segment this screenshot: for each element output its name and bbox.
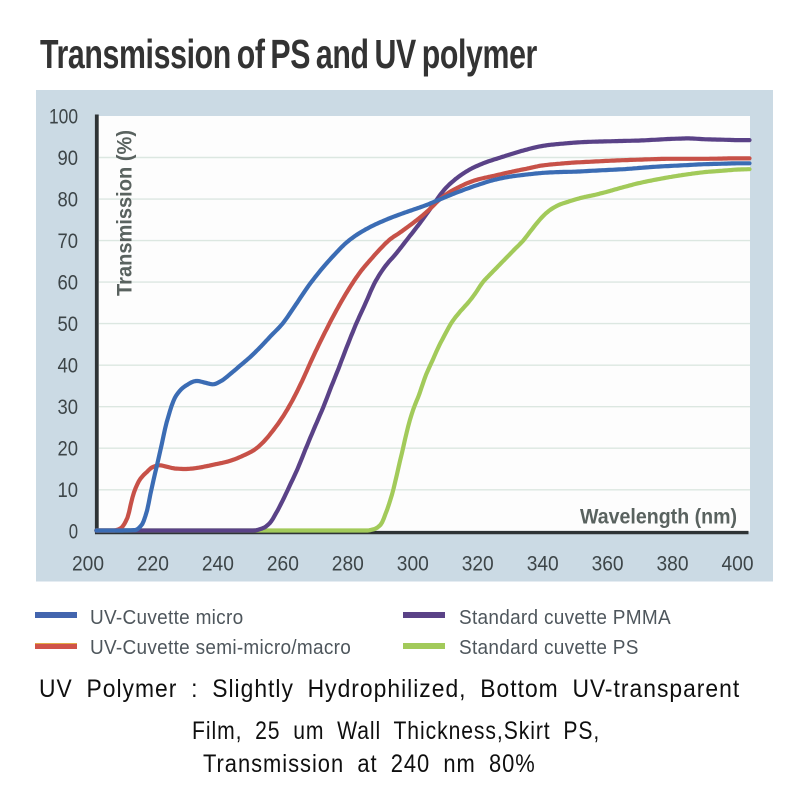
svg-text:60: 60 <box>58 271 79 294</box>
svg-text:400: 400 <box>722 553 754 576</box>
svg-text:320: 320 <box>462 553 494 576</box>
svg-text:Wavelength (nm): Wavelength (nm) <box>580 506 737 529</box>
svg-text:80: 80 <box>58 188 79 211</box>
svg-text:30: 30 <box>58 396 79 419</box>
svg-text:20: 20 <box>58 438 79 461</box>
svg-text:10: 10 <box>58 479 79 502</box>
svg-text:0: 0 <box>69 521 78 544</box>
svg-text:50: 50 <box>58 313 79 336</box>
svg-text:380: 380 <box>657 553 689 576</box>
svg-text:100: 100 <box>49 105 78 128</box>
svg-text:340: 340 <box>527 553 559 576</box>
svg-text:280: 280 <box>332 553 364 576</box>
svg-text:40: 40 <box>58 355 79 378</box>
svg-text:200: 200 <box>72 553 104 576</box>
svg-text:300: 300 <box>397 553 429 576</box>
svg-text:90: 90 <box>58 147 79 170</box>
svg-text:360: 360 <box>592 553 624 576</box>
svg-text:240: 240 <box>202 553 234 576</box>
svg-text:70: 70 <box>58 230 79 253</box>
svg-text:Transmission (%): Transmission (%) <box>113 130 137 296</box>
svg-text:260: 260 <box>267 553 299 576</box>
svg-text:220: 220 <box>137 553 169 576</box>
